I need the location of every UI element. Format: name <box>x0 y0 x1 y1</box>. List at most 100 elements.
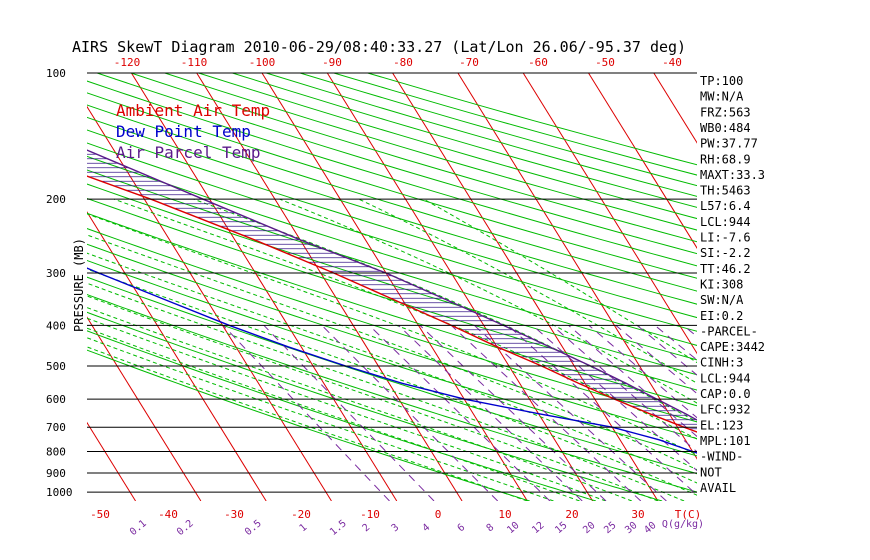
bottom-temp-tick-label: -20 <box>291 508 311 521</box>
isotherm-line <box>588 73 697 249</box>
bottom-temp-tick-label: -40 <box>158 508 178 521</box>
stability-index: NOT <box>700 465 722 479</box>
mixing-ratio-tick-label: 20 <box>581 520 597 536</box>
stability-index: FRZ:563 <box>700 105 751 119</box>
top-axis-tick-label: -50 <box>595 56 615 69</box>
isotherm-line <box>87 105 332 501</box>
mixing-ratio-tick-label: 0.1 <box>128 518 149 538</box>
stability-index: RH:68.9 <box>700 152 751 166</box>
mixing-ratio-lines <box>222 324 697 501</box>
dry-adiabat <box>87 311 663 501</box>
mixing-ratio-tick-label: 40 <box>642 520 658 536</box>
mixing-ratio-line <box>222 324 390 501</box>
stability-index: CINH:3 <box>700 356 743 370</box>
pressure-tick-label: 1000 <box>46 486 73 499</box>
stability-index: MW:N/A <box>700 90 744 104</box>
isotherm-line <box>87 421 136 501</box>
stability-index: L57:6.4 <box>700 199 751 213</box>
dry-adiabat <box>87 228 697 423</box>
pressure-tick-label: 200 <box>46 193 66 206</box>
mixing-ratio-tick-label: 6 <box>456 522 468 534</box>
mixing-ratio-line <box>473 324 667 501</box>
legend-entry: Dew Point Temp <box>116 122 251 141</box>
mixing-ratio-line <box>636 324 697 376</box>
dry-adiabat <box>87 212 697 407</box>
legend: Ambient Air Temp Dew Point Temp Air Parcel… <box>116 101 270 162</box>
dry-adiabat <box>87 80 697 267</box>
isotherm-line <box>0 73 70 501</box>
bottom-temp-unit: T(C) <box>675 508 702 521</box>
top-axis-tick-label: -60 <box>528 56 548 69</box>
moist-adiabat <box>358 198 697 384</box>
mixing-ratio-line <box>398 324 583 501</box>
stability-index: MAXT:33.3 <box>700 168 765 182</box>
dry-adiabat <box>96 73 697 255</box>
isotherm-line <box>0 73 5 501</box>
stability-index: WB0:484 <box>700 121 751 135</box>
dry-adiabat <box>87 293 697 493</box>
mixing-ratio-line <box>263 324 435 501</box>
dry-adiabat <box>87 155 697 346</box>
cape-hatching <box>87 153 697 430</box>
dry-adiabat <box>87 169 697 361</box>
isotherm-line <box>130 73 398 501</box>
stability-index: TT:46.2 <box>700 262 751 276</box>
stability-index: -WIND- <box>700 450 743 464</box>
mixing-ratio-tick-label: 0.2 <box>175 518 196 538</box>
moist-adiabat <box>423 198 697 364</box>
pressure-ticks: 100 200 300 400 500 600 700 800 900 1000 <box>46 67 73 499</box>
pressure-tick-label: 900 <box>46 467 66 480</box>
mixing-ratio-line <box>551 324 697 453</box>
top-axis-tick-label: -90 <box>322 56 342 69</box>
pressure-tick-label: 300 <box>46 267 66 280</box>
stability-index: LI:-7.6 <box>700 231 751 245</box>
moist-adiabat <box>87 213 697 456</box>
mixing-ratio-line <box>321 324 499 501</box>
dry-adiabat <box>87 104 697 292</box>
moist-adiabat <box>87 252 697 484</box>
dry-adiabat <box>87 116 697 305</box>
mixing-ratio-line <box>368 324 551 501</box>
mixing-ratio-unit: Q(g/kg) <box>662 519 704 530</box>
mixing-ratio-tick-label: 12 <box>530 520 546 536</box>
isotherm-line <box>392 73 659 501</box>
mixing-ratio-line <box>507 324 697 496</box>
dry-adiabat <box>87 349 530 501</box>
top-axis-tick-label: -70 <box>459 56 479 69</box>
dry-adiabat <box>87 142 697 332</box>
moist-adiabat <box>87 234 697 471</box>
mixing-ratio-tick-label: 1.5 <box>328 518 349 538</box>
stability-index: CAPE:3442 <box>700 340 765 354</box>
top-axis-tick-label: -100 <box>249 56 276 69</box>
dewpoint-line <box>87 267 697 454</box>
moist-adiabat <box>87 307 632 501</box>
isobars <box>87 72 697 493</box>
bottom-temp-tick-label: -10 <box>360 508 380 521</box>
moist-adiabat <box>279 198 697 404</box>
dry-adiabat <box>87 276 697 475</box>
moist-adiabat <box>87 282 685 501</box>
dry-adiabat <box>87 92 697 279</box>
pressure-tick-label: 500 <box>46 360 66 373</box>
isotherm-line <box>87 316 202 501</box>
dry-adiabat <box>87 197 697 391</box>
bottom-temp-ticks: -50 -40 -30 -20 -10 0 10 20 30 T(C) <box>90 508 701 521</box>
stability-index: EL:123 <box>700 418 743 432</box>
mixing-ratio-line <box>419 324 607 501</box>
dry-adiabat <box>198 73 697 220</box>
pressure-tick-label: 600 <box>46 393 66 406</box>
moist-adiabat <box>87 268 697 496</box>
stability-index: CAP:0.0 <box>700 387 751 401</box>
top-axis-tick-label: -120 <box>114 56 141 69</box>
moist-adiabat <box>87 317 606 501</box>
stability-index: SI:-2.2 <box>700 246 751 260</box>
pressure-tick-label: 100 <box>46 67 66 80</box>
bottom-temp-tick-label: -50 <box>90 508 110 521</box>
bottom-temp-tick-label: 20 <box>565 508 578 521</box>
stability-index: SW:N/A <box>700 293 744 307</box>
bottom-temp-tick-label: 0 <box>435 508 442 521</box>
dry-adiabat <box>87 330 597 501</box>
pressure-tick-label: 400 <box>46 319 66 332</box>
bottom-temp-tick-label: 30 <box>631 508 644 521</box>
